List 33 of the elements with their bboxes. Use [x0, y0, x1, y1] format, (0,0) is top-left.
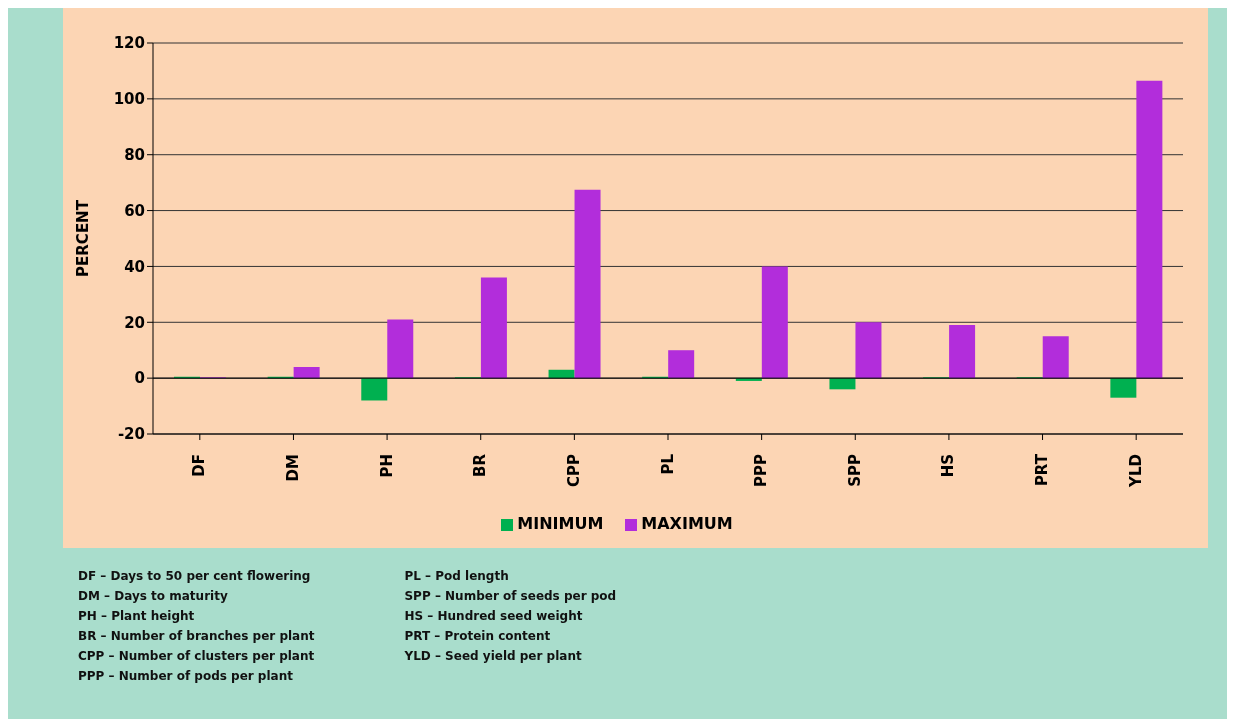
y-tick-label: 60: [124, 201, 145, 220]
text: SPP – Number of seeds per pod: [404, 588, 617, 605]
y-tick-label: 0: [134, 369, 145, 388]
text: PL – Pod length: [404, 568, 510, 585]
text: HS – Hundred seed weight: [404, 608, 584, 625]
text: PPP – Number of pods per plant: [78, 668, 294, 685]
x-tick-label: DF: [190, 454, 209, 477]
x-tick-label: SPP: [845, 454, 864, 487]
text: PH – Plant height: [78, 608, 196, 625]
y-tick-label: 120: [113, 34, 145, 53]
text: CPP – Number of clusters per plant: [78, 648, 315, 665]
text: DF – Days to 50 per cent flowering: [78, 568, 312, 585]
text: PRT – Protein content: [404, 628, 552, 645]
x-tick-label: BR: [471, 453, 490, 477]
x-tick-label: PL: [658, 453, 677, 475]
legend-label: MAXIMUM: [641, 514, 733, 533]
x-tick-label: PRT: [1033, 453, 1052, 487]
x-tick-label: DM: [283, 454, 302, 482]
x-tick-label: HS: [939, 454, 958, 478]
y-tick-label: 40: [124, 257, 145, 276]
x-tick-label: CPP: [564, 454, 583, 487]
legend-label: MINIMUM: [517, 514, 604, 533]
x-tick-label: YLD: [1126, 454, 1145, 488]
text: DM – Days to maturity: [78, 588, 229, 605]
y-tick-label: 80: [124, 146, 145, 165]
text: YLD – Seed yield per plant: [404, 648, 583, 665]
y-tick-label: 20: [124, 313, 145, 332]
text: BR – Number of branches per plant: [78, 628, 315, 645]
x-tick-label: PPP: [752, 454, 771, 487]
x-tick-label: PH: [377, 454, 396, 478]
y-tick-label: -20: [117, 425, 145, 444]
y-axis-title: PERCENT: [74, 199, 93, 277]
y-tick-label: 100: [113, 90, 145, 109]
